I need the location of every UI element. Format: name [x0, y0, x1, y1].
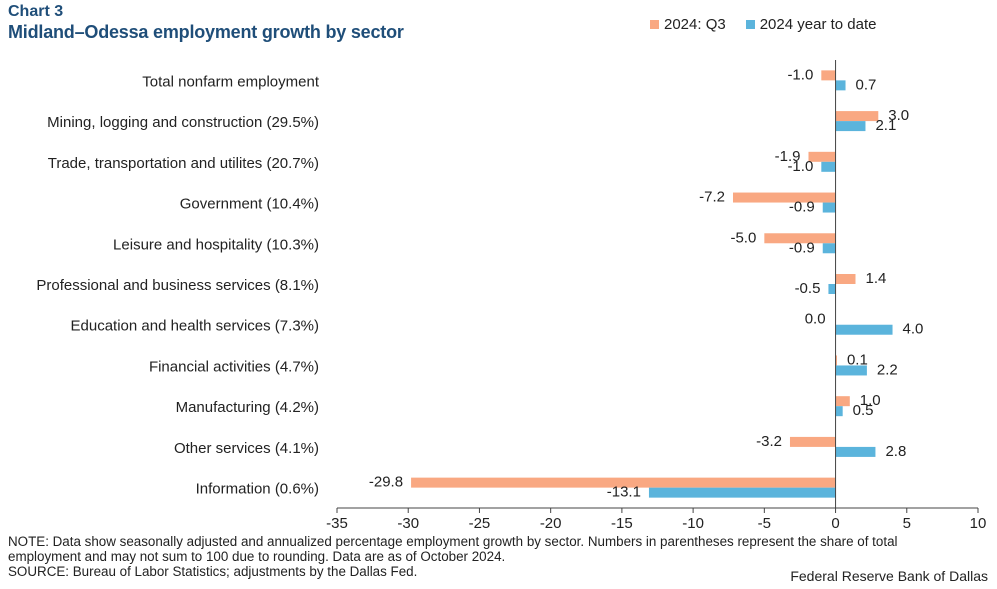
- category-label: Other services (4.1%): [174, 440, 319, 457]
- x-tick-label: -25: [469, 515, 491, 532]
- bar-q3: [411, 477, 836, 488]
- source-line: SOURCE: Bureau of Labor Statistics; adju…: [8, 564, 418, 579]
- data-label-q3: 3.0: [888, 107, 909, 124]
- bar-ytd: [822, 202, 836, 213]
- category-label: Manufacturing (4.2%): [176, 399, 319, 416]
- bar-ytd: [835, 80, 846, 91]
- bar-q3: [808, 151, 836, 162]
- data-label-ytd: -0.9: [789, 239, 815, 256]
- data-label-q3: 1.4: [865, 270, 886, 287]
- data-label-ytd: 0.5: [853, 402, 874, 419]
- category-label: Mining, logging and construction (29.5%): [47, 114, 319, 131]
- data-label-ytd: 0.7: [856, 76, 877, 93]
- bar-ytd: [821, 161, 836, 172]
- category-label: Information (0.6%): [196, 481, 319, 498]
- category-label: Government (10.4%): [180, 196, 319, 213]
- chart-title: Midland–Odessa employment growth by sect…: [8, 22, 404, 42]
- chart-number: Chart 3: [8, 3, 64, 20]
- data-label-q3: -7.2: [699, 189, 725, 206]
- data-label-q3: -1.9: [775, 148, 801, 165]
- data-label-ytd: -0.5: [795, 280, 821, 297]
- legend-item-ytd: 2024 year to date: [745, 16, 877, 33]
- legend-label-ytd: 2024 year to date: [759, 16, 877, 33]
- credit-line: Federal Reserve Bank of Dallas: [790, 568, 988, 584]
- bar-ytd: [835, 121, 866, 132]
- category-label: Trade, transportation and utilites (20.7…: [48, 155, 319, 172]
- x-tick-label: -20: [540, 515, 562, 532]
- x-tick-label: -35: [326, 515, 348, 532]
- data-label-ytd: -0.9: [789, 199, 815, 216]
- data-label-ytd: 2.1: [875, 117, 896, 134]
- bar-ytd: [835, 365, 867, 376]
- x-tick-label: 0: [831, 515, 839, 532]
- bar-q3: [835, 111, 879, 122]
- data-label-q3: 0.0: [805, 311, 826, 328]
- data-label-ytd: 2.2: [877, 361, 898, 378]
- x-tick-label: -10: [682, 515, 704, 532]
- bar-q3: [764, 233, 836, 244]
- x-tick-label: -30: [397, 515, 419, 532]
- bar-q3: [835, 274, 856, 284]
- category-label: Financial activities (4.7%): [149, 358, 319, 375]
- bar-ytd: [648, 487, 836, 498]
- data-label-q3: -1.0: [787, 66, 813, 83]
- bar-q3: [835, 355, 837, 366]
- note-line-1: NOTE: Data show seasonally adjusted and …: [8, 534, 898, 549]
- category-label: Leisure and hospitality (10.3%): [113, 236, 319, 253]
- x-tick-label: 10: [970, 515, 987, 532]
- bar-q3: [789, 436, 836, 447]
- legend: 2024: Q3 2024 year to date: [650, 16, 896, 33]
- x-tick-label: -15: [611, 515, 633, 532]
- note-line-2: employment and may not sum to 100 due to…: [8, 549, 506, 564]
- data-label-q3: 1.0: [860, 392, 881, 409]
- x-tick-label: -5: [758, 515, 771, 532]
- category-label: Professional and business services (8.1%…: [36, 277, 319, 294]
- x-tick-label: 5: [903, 515, 911, 532]
- category-label: Education and health services (7.3%): [71, 318, 319, 335]
- data-label-q3: -3.2: [756, 433, 782, 450]
- legend-swatch-q3: [650, 20, 659, 29]
- bar-ytd: [822, 243, 836, 254]
- legend-swatch-ytd: [745, 20, 755, 29]
- bar-ytd: [835, 446, 876, 457]
- legend-item-q3: 2024: Q3: [650, 16, 726, 33]
- bar-q3: [835, 396, 850, 407]
- legend-label-q3: 2024: Q3: [664, 16, 726, 33]
- data-label-q3: -5.0: [730, 229, 756, 246]
- data-label-ytd: 4.0: [903, 321, 924, 338]
- bar-ytd: [835, 406, 843, 417]
- category-label: Total nonfarm employment: [142, 73, 320, 90]
- data-label-q3: 0.1: [847, 351, 868, 368]
- footnote: NOTE: Data show seasonally adjusted and …: [8, 534, 993, 579]
- data-label-q3: -29.8: [369, 474, 403, 491]
- bar-ytd: [828, 284, 836, 294]
- data-label-ytd: 2.8: [885, 443, 906, 460]
- bar-q3: [821, 70, 836, 81]
- bar-q3: [732, 192, 836, 203]
- data-label-ytd: -1.0: [787, 158, 813, 175]
- bar-ytd: [835, 324, 893, 335]
- data-label-ytd: -13.1: [607, 484, 641, 501]
